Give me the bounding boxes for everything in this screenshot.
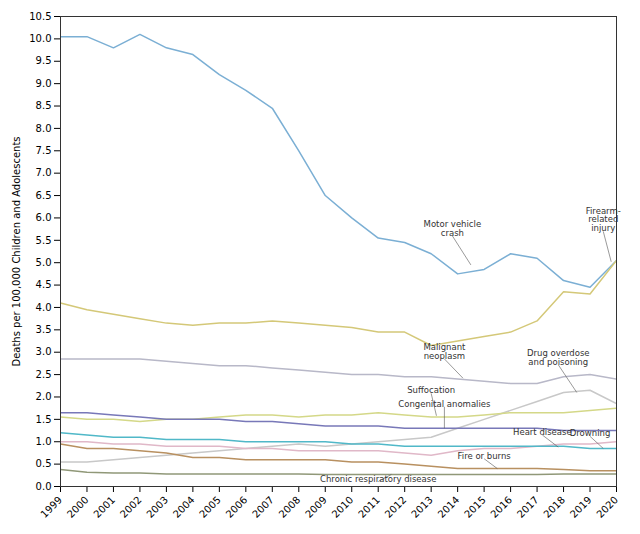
svg-text:2015: 2015 [462, 494, 488, 520]
svg-text:2.5: 2.5 [36, 369, 52, 380]
svg-text:2020: 2020 [594, 494, 620, 520]
svg-text:Malignantneoplasm: Malignantneoplasm [423, 342, 466, 361]
svg-text:3.0: 3.0 [36, 346, 52, 357]
svg-text:Heart disease: Heart disease [513, 427, 572, 437]
svg-text:9.5: 9.5 [36, 55, 52, 66]
svg-text:3.5: 3.5 [36, 324, 52, 335]
svg-text:2006: 2006 [224, 494, 250, 520]
svg-text:5.0: 5.0 [36, 257, 52, 268]
svg-text:8.0: 8.0 [36, 123, 52, 134]
svg-text:7.5: 7.5 [36, 145, 52, 156]
svg-text:7.0: 7.0 [36, 167, 52, 178]
svg-text:10.0: 10.0 [29, 33, 51, 44]
svg-text:2009: 2009 [303, 494, 329, 520]
svg-text:4.0: 4.0 [36, 302, 52, 313]
svg-text:Firearm-relatedinjury: Firearm-relatedinjury [586, 206, 621, 234]
svg-text:2017: 2017 [515, 494, 541, 520]
svg-text:Congenital anomalies: Congenital anomalies [398, 399, 491, 409]
svg-text:2002: 2002 [118, 494, 144, 520]
svg-text:2005: 2005 [197, 494, 223, 520]
svg-text:Drowning: Drowning [570, 428, 611, 438]
svg-text:Chronic respiratory disease: Chronic respiratory disease [320, 474, 436, 484]
svg-text:1999: 1999 [38, 494, 64, 520]
svg-text:2000: 2000 [65, 494, 91, 520]
svg-text:10.5: 10.5 [29, 11, 51, 22]
svg-text:2010: 2010 [330, 494, 356, 520]
svg-text:6.0: 6.0 [36, 212, 52, 223]
svg-text:2008: 2008 [277, 494, 303, 520]
svg-text:6.5: 6.5 [36, 190, 52, 201]
svg-text:Drug overdoseand poisoning: Drug overdoseand poisoning [527, 348, 590, 367]
svg-text:Motor vehiclecrash: Motor vehiclecrash [424, 219, 482, 238]
svg-text:Deaths per 100,000 Children an: Deaths per 100,000 Children and Adolesce… [11, 136, 22, 366]
svg-text:9.0: 9.0 [36, 78, 52, 89]
svg-text:2.0: 2.0 [36, 391, 52, 402]
svg-text:2001: 2001 [91, 494, 117, 520]
svg-text:4.5: 4.5 [36, 279, 52, 290]
svg-text:Fire or burns: Fire or burns [458, 451, 512, 461]
svg-text:2014: 2014 [436, 494, 462, 520]
svg-text:2019: 2019 [568, 494, 594, 520]
svg-text:0.5: 0.5 [36, 458, 52, 469]
svg-text:2016: 2016 [488, 494, 514, 520]
svg-text:Suffocation: Suffocation [407, 385, 455, 395]
svg-text:8.5: 8.5 [36, 100, 52, 111]
svg-text:1.5: 1.5 [36, 414, 52, 425]
svg-text:2013: 2013 [409, 494, 435, 520]
svg-text:2012: 2012 [383, 494, 409, 520]
svg-text:1.0: 1.0 [36, 436, 52, 447]
svg-text:0.0: 0.0 [36, 481, 52, 492]
svg-text:2011: 2011 [356, 494, 382, 520]
svg-text:2004: 2004 [171, 494, 197, 520]
svg-text:5.5: 5.5 [36, 235, 52, 246]
svg-text:2003: 2003 [144, 494, 170, 520]
svg-text:2018: 2018 [541, 494, 567, 520]
svg-text:2007: 2007 [250, 494, 276, 520]
